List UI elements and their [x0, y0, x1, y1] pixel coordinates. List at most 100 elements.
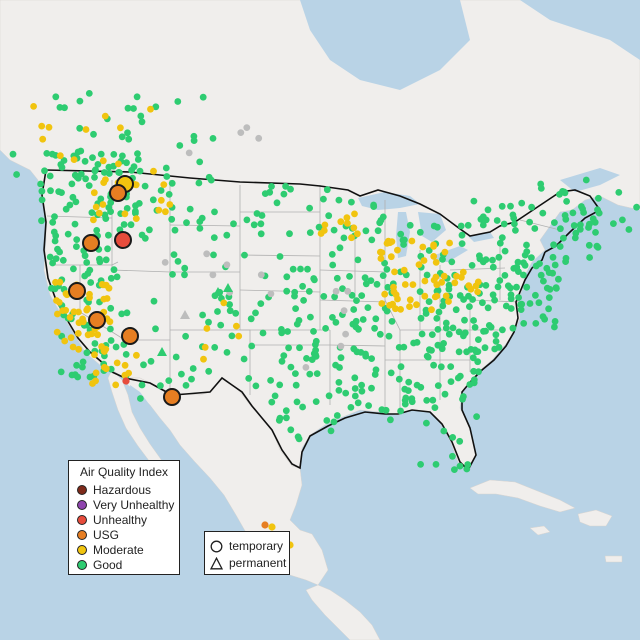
sensor-dot[interactable] [350, 306, 358, 313]
sensor-dot[interactable] [441, 248, 449, 256]
sensor-dot[interactable] [330, 226, 338, 234]
sensor-dot[interactable] [357, 349, 365, 356]
sensor-dot[interactable] [501, 247, 509, 255]
sensor-dot[interactable] [441, 390, 449, 398]
sensor-dot[interactable] [406, 296, 414, 304]
sensor-dot[interactable] [321, 221, 329, 229]
sensor-dot[interactable] [132, 215, 140, 223]
sensor-dot[interactable] [146, 226, 153, 234]
sensor-dot[interactable] [121, 210, 129, 218]
sensor-dot[interactable] [161, 259, 169, 266]
sensor-dot[interactable] [172, 353, 180, 361]
sensor-dot[interactable] [90, 130, 97, 138]
sensor-dot[interactable] [419, 243, 427, 251]
monitor-usg-large[interactable] [88, 311, 106, 329]
sensor-dot[interactable] [455, 328, 463, 336]
sensor-dot[interactable] [70, 265, 77, 273]
sensor-dot[interactable] [292, 370, 299, 377]
sensor-dot[interactable] [9, 150, 17, 158]
sensor-dot[interactable] [463, 348, 470, 356]
sensor-dot[interactable] [451, 466, 458, 473]
sensor-dot[interactable] [384, 283, 392, 291]
sensor-dot[interactable] [323, 417, 331, 424]
sensor-dot[interactable] [449, 324, 457, 332]
sensor-dot[interactable] [107, 337, 115, 344]
sensor-dot[interactable] [69, 343, 77, 351]
sensor-dot[interactable] [535, 299, 543, 307]
sensor-dot[interactable] [92, 377, 99, 385]
sensor-dot[interactable] [302, 364, 310, 371]
sensor-dot[interactable] [577, 221, 584, 229]
sensor-dot[interactable] [388, 318, 396, 325]
sensor-dot[interactable] [97, 150, 105, 158]
sensor-dot[interactable] [248, 342, 256, 350]
sensor-dot[interactable] [569, 209, 577, 217]
sensor-dot[interactable] [299, 403, 306, 411]
sensor-dot[interactable] [337, 342, 345, 350]
sensor-dot[interactable] [107, 365, 115, 373]
sensor-dot[interactable] [176, 142, 184, 149]
sensor-dot[interactable] [342, 389, 350, 397]
sensor-dot[interactable] [418, 330, 426, 338]
sensor-dot[interactable] [410, 339, 417, 347]
sensor-dot[interactable] [162, 164, 170, 172]
sensor-dot[interactable] [38, 196, 46, 204]
sensor-dot[interactable] [585, 241, 593, 249]
sensor-dot[interactable] [182, 382, 190, 389]
sensor-dot[interactable] [165, 377, 173, 384]
sensor-dot[interactable] [561, 212, 569, 219]
sensor-dot[interactable] [458, 240, 466, 248]
sensor-dot[interactable] [157, 382, 164, 390]
sensor-dot[interactable] [364, 304, 372, 311]
sensor-dot[interactable] [413, 301, 420, 309]
sensor-dot[interactable] [285, 344, 292, 352]
sensor-dot[interactable] [99, 157, 107, 165]
sensor-dot[interactable] [293, 398, 301, 406]
sensor-dot[interactable] [430, 242, 437, 250]
sensor-dot[interactable] [51, 237, 59, 245]
sensor-dot[interactable] [89, 154, 96, 162]
sensor-dot[interactable] [481, 344, 489, 352]
sensor-dot[interactable] [465, 282, 473, 289]
sensor-dot[interactable] [310, 328, 317, 335]
sensor-dot[interactable] [91, 174, 98, 181]
sensor-dot[interactable] [252, 382, 260, 390]
monitor-usg-large[interactable] [109, 184, 127, 202]
sensor-dot[interactable] [523, 241, 530, 249]
sensor-dot[interactable] [223, 261, 231, 269]
sensor-dot[interactable] [92, 166, 99, 174]
sensor-dot[interactable] [134, 150, 141, 158]
sensor-dot[interactable] [311, 276, 318, 284]
sensor-dot[interactable] [125, 135, 133, 143]
sensor-dot[interactable] [386, 301, 393, 309]
sensor-dot[interactable] [351, 392, 359, 400]
sensor-dot[interactable] [70, 308, 78, 316]
sensor-dot[interactable] [38, 187, 46, 195]
sensor-dot[interactable] [68, 180, 76, 188]
sensor-dot[interactable] [619, 216, 626, 224]
sensor-dot[interactable] [320, 195, 327, 203]
sensor-dot[interactable] [104, 245, 111, 253]
sensor-dot[interactable] [348, 234, 355, 242]
sensor-dot[interactable] [61, 337, 69, 345]
sensor-dot[interactable] [499, 326, 506, 334]
sensor-dot[interactable] [90, 216, 97, 224]
sensor-dot[interactable] [79, 363, 86, 371]
sensor-dot[interactable] [625, 226, 633, 233]
sensor-dot[interactable] [76, 97, 84, 105]
sensor-dot[interactable] [470, 367, 478, 375]
sensor-dot[interactable] [71, 220, 79, 228]
sensor-dot[interactable] [214, 308, 221, 315]
sensor-dot[interactable] [507, 202, 514, 210]
sensor-dot[interactable] [211, 208, 218, 216]
sensor-dot[interactable] [196, 158, 204, 166]
sensor-dot[interactable] [178, 370, 185, 378]
sensor-dot[interactable] [299, 282, 306, 290]
sensor-dot[interactable] [442, 319, 450, 327]
sensor-dot[interactable] [354, 230, 361, 238]
sensor-dot[interactable] [423, 271, 431, 279]
sensor-dot[interactable] [343, 214, 351, 222]
sensor-dot[interactable] [306, 229, 314, 237]
sensor-dot[interactable] [123, 205, 131, 212]
sensor-dot[interactable] [107, 274, 115, 282]
